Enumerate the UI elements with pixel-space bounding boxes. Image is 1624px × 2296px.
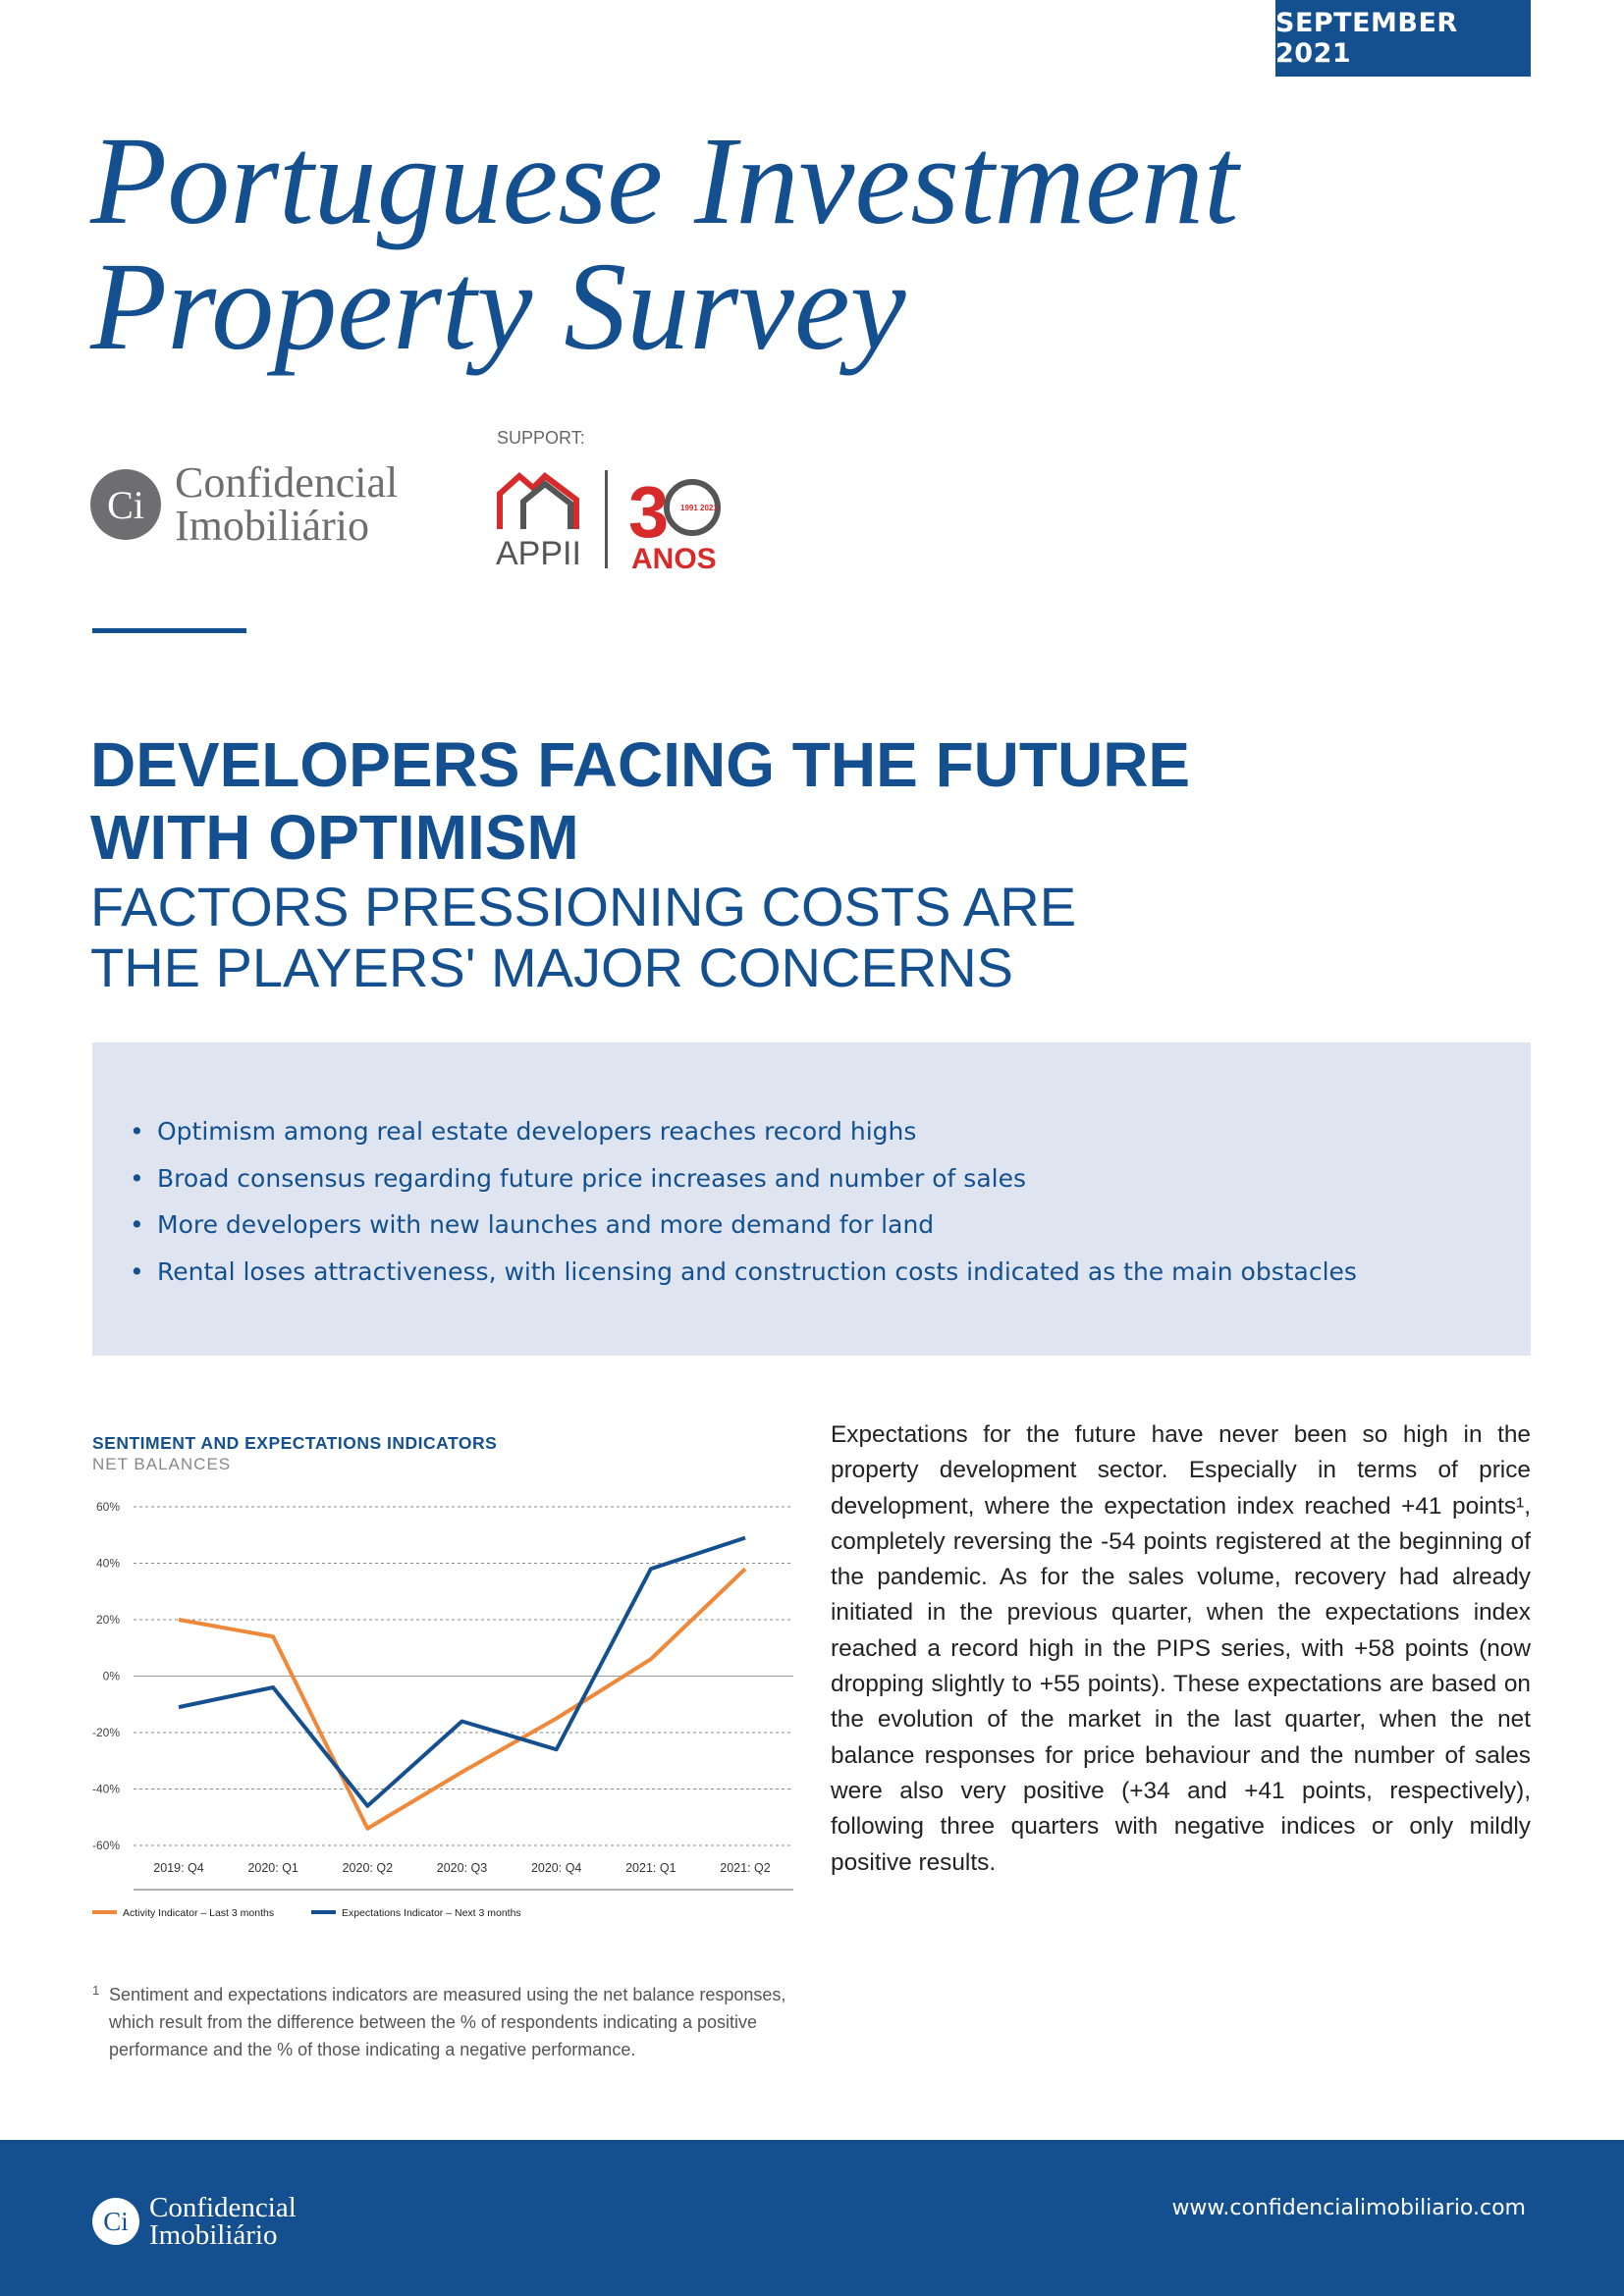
footer-logo: Ci Confidencial Imobiliário <box>92 2192 297 2251</box>
highlight-item: • More developers with new launches and m… <box>130 1201 1357 1249</box>
report-title: Portuguese Investment Property Survey <box>90 118 1238 369</box>
footer-ci-line-2: Imobiliário <box>149 2219 278 2251</box>
body-paragraph: Expectations for the future have never b… <box>831 1421 1531 1876</box>
subheadline-line-1: FACTORS PRESSIONING COSTS ARE <box>90 876 1077 937</box>
y-tick-label: 0% <box>103 1670 121 1683</box>
support-label: SUPPORT: <box>497 428 585 448</box>
appii-30-anos-logo: APPII 3 1991 2021 ANOS <box>496 470 721 574</box>
highlight-item: • Broad consensus regarding future price … <box>130 1155 1357 1202</box>
footer-ci-wordmark: Confidencial Imobiliário <box>149 2192 297 2251</box>
legend-label: Expectations Indicator – Next 3 months <box>342 1907 521 1919</box>
highlight-text: Optimism among real estate developers re… <box>157 1117 917 1146</box>
headline-line-1: DEVELOPERS FACING THE FUTURE <box>90 729 1191 800</box>
x-tick-label: 2019: Q4 <box>153 1861 203 1875</box>
y-tick-label: -60% <box>92 1839 120 1852</box>
x-tick-label: 2020: Q1 <box>247 1861 298 1875</box>
ci-wordmark: Confidencial Imobiliário <box>175 461 398 548</box>
ci-monogram-icon: Ci <box>90 469 161 540</box>
chart-subtitle: NET BALANCES <box>92 1455 232 1473</box>
appii-house-icon <box>497 472 579 529</box>
headline-line-2: WITH OPTIMISM <box>90 802 579 873</box>
footnote-mark: 1 <box>92 1983 100 1998</box>
x-tick-label: 2020: Q3 <box>437 1861 487 1875</box>
bullet-icon: • <box>130 1163 144 1193</box>
series-line-expectations <box>178 1535 746 1808</box>
sentiment-line-chart: 60% 40% 20% 0% -20% -40% -60% 2019: Q4 2020: Q1 2… <box>92 1500 793 1919</box>
confidencial-imobiliario-logo: Ci Confidencial Imobiliário <box>90 461 398 548</box>
y-tick-label: 40% <box>96 1557 120 1571</box>
headline: DEVELOPERS FACING THE FUTURE WITH OPTIMI… <box>90 728 1190 874</box>
y-tick-label: 20% <box>96 1613 120 1627</box>
highlight-item: • Rental loses attractiveness, with licen… <box>130 1249 1357 1296</box>
y-tick-label: -20% <box>92 1726 120 1739</box>
footer-ci-monogram-icon: Ci <box>92 2198 139 2245</box>
ci-wordmark-line-2: Imobiliário <box>175 502 369 550</box>
website-link[interactable]: www.confidencialimobiliario.com <box>1171 2196 1526 2220</box>
x-tick-label: 2020: Q4 <box>531 1861 581 1875</box>
highlight-text: Rental loses attractiveness, with licens… <box>157 1256 1357 1286</box>
anniversary-label: ANOS <box>631 543 717 574</box>
footer-ci-line-1: Confidencial <box>149 2192 297 2223</box>
report-title-line-2: Property Survey <box>90 237 906 376</box>
bullet-icon: • <box>130 1256 144 1286</box>
footnote: 1 Sentiment and expectations indicators … <box>92 1981 799 2063</box>
y-tick-label: -40% <box>92 1783 120 1796</box>
ci-wordmark-line-1: Confidencial <box>175 458 399 507</box>
highlight-text: More developers with new launches and mo… <box>157 1210 935 1239</box>
highlights-box: • Optimism among real estate developers r… <box>92 1042 1531 1356</box>
y-tick-label: 60% <box>96 1500 120 1514</box>
highlight-item: • Optimism among real estate developers r… <box>130 1108 1357 1155</box>
subheadline: FACTORS PRESSIONING COSTS ARE THE PLAYER… <box>90 877 1076 998</box>
highlight-text: Broad consensus regarding future price i… <box>157 1163 1026 1193</box>
title-rule <box>92 628 246 633</box>
bullet-icon: • <box>130 1210 144 1239</box>
anniversary-years: 1991 2021 <box>680 504 718 512</box>
bullet-icon: • <box>130 1117 144 1146</box>
report-title-line-1: Portuguese Investment <box>90 111 1239 250</box>
chart-title: SENTIMENT AND EXPECTATIONS INDICATORS <box>92 1433 498 1453</box>
legend-label: Activity Indicator – Last 3 months <box>123 1907 274 1919</box>
anniversary-number-0 <box>664 479 721 536</box>
highlights-list: • Optimism among real estate developers r… <box>130 1108 1357 1295</box>
subheadline-line-2: THE PLAYERS' MAJOR CONCERNS <box>90 936 1014 998</box>
x-tick-label: 2020: Q2 <box>343 1861 393 1875</box>
appii-wordmark: APPII <box>496 535 581 572</box>
anniversary-number-3: 3 <box>628 471 669 553</box>
footnote-text: Sentiment and expectations indicators ar… <box>109 1985 786 2059</box>
x-tick-label: 2021: Q2 <box>720 1861 770 1875</box>
date-badge: SEPTEMBER 2021 <box>1275 0 1531 77</box>
x-tick-label: 2021: Q1 <box>625 1861 676 1875</box>
footer: Ci Confidencial Imobiliário www.confiden… <box>0 2140 1624 2296</box>
logo-divider <box>605 470 608 568</box>
series-line-activity <box>178 1567 747 1831</box>
